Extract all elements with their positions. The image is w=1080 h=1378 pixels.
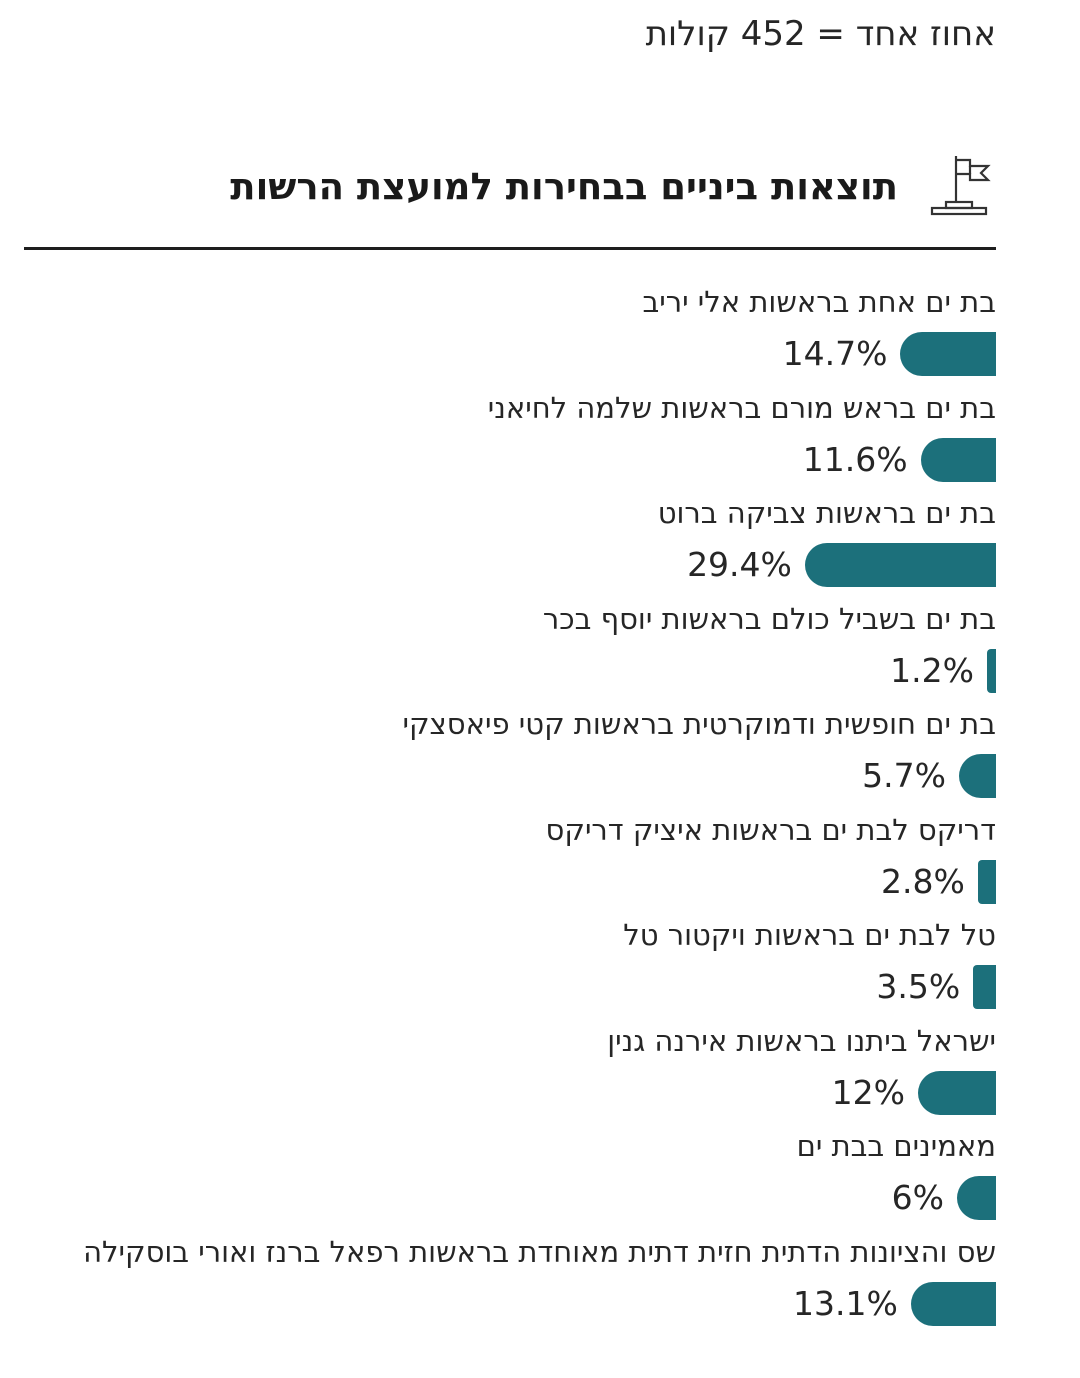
- result-bar: [910, 1281, 996, 1326]
- result-bar: [918, 1070, 996, 1115]
- chart-row: בת ים בראש מורם בראשות שלמה לחיאני 11.6%: [36, 388, 996, 494]
- result-bar: [804, 543, 996, 587]
- result-bar: [900, 332, 996, 376]
- party-label: שס והציונות הדתית חזית דתית מאוחדת בראשו…: [83, 1234, 996, 1269]
- percent-label: 29.4%: [687, 545, 792, 584]
- bar-line: 11.6%: [802, 437, 996, 482]
- bar-line: 12%: [831, 1070, 996, 1115]
- party-label: ישראל ביתנו בראשות אירנה גנין: [607, 1023, 996, 1058]
- bar-line: 6%: [892, 1176, 996, 1220]
- bar-line: 13.1%: [793, 1281, 996, 1326]
- chart-row: ישראל ביתנו בראשות אירנה גנין 12%: [36, 1021, 996, 1127]
- percent-label: 5.7%: [862, 756, 946, 795]
- percent-label: 13.1%: [793, 1283, 898, 1323]
- chart-row: דריקס לבת ים בראשות איציק דריקס 2.8%: [36, 810, 996, 916]
- percent-label: 14.7%: [782, 334, 888, 373]
- bar-line: 2.8%: [880, 859, 996, 904]
- percent-label: 3.5%: [876, 967, 961, 1006]
- percent-label: 1.2%: [890, 650, 974, 690]
- party-label: בת ים בשביל כולם בראשות יוסף בכר: [542, 601, 996, 636]
- results-bar-chart: בת ים אחת בראשות אלי יריב 14.7% בת ים בראש…: [36, 282, 996, 1337]
- percent-label: 6%: [891, 1178, 944, 1217]
- party-label: בת ים בראשות צביקה ברוט: [657, 496, 996, 530]
- bar-line: 1.2%: [890, 648, 996, 693]
- page-title: תוצאות ביניים בבחירות למועצת הרשות: [230, 165, 898, 208]
- bar-line: 3.5%: [876, 965, 996, 1009]
- chart-header: תוצאות ביניים בבחירות למועצת הרשות: [24, 150, 996, 230]
- chart-row: בת ים חופשית ודמוקרטית בראשות קטי פיאסצק…: [36, 704, 996, 810]
- header-divider: [24, 247, 996, 250]
- party-label: מאמינים בבת ים: [796, 1129, 996, 1163]
- party-label: בת ים בראש מורם בראשות שלמה לחיאני: [487, 390, 996, 425]
- chart-row: שס והציונות הדתית חזית דתית מאוחדת בראשו…: [36, 1232, 996, 1338]
- bar-line: 14.7%: [783, 332, 996, 376]
- chart-row: בת ים אחת בראשות אלי יריב 14.7%: [36, 282, 996, 388]
- chart-row: בת ים בשביל כולם בראשות יוסף בכר 1.2%: [36, 599, 996, 705]
- result-bar: [973, 965, 996, 1009]
- flag-podium-icon: [926, 150, 996, 220]
- percent-label: 12%: [831, 1072, 905, 1112]
- result-bar: [987, 648, 996, 693]
- chart-row: בת ים בראשות צביקה ברוט 29.4%: [36, 493, 996, 599]
- votes-per-percent-note: אחוז אחד = 452 קולות: [645, 14, 996, 54]
- result-bar: [958, 754, 996, 798]
- percent-label: 11.6%: [802, 439, 908, 479]
- party-label: בת ים חופשית ודמוקרטית בראשות קטי פיאסצק…: [402, 707, 997, 741]
- result-bar: [920, 437, 996, 482]
- chart-row: מאמינים בבת ים 6%: [36, 1126, 996, 1232]
- party-label: בת ים אחת בראשות אלי יריב: [642, 285, 996, 319]
- result-bar: [957, 1176, 996, 1220]
- party-label: דריקס לבת ים בראשות איציק דריקס: [545, 812, 996, 847]
- result-bar: [977, 859, 996, 904]
- party-label: טל לבת ים בראשות ויקטור טל: [623, 918, 996, 952]
- bar-line: 29.4%: [687, 543, 996, 587]
- chart-row: טל לבת ים בראשות ויקטור טל 3.5%: [36, 915, 996, 1021]
- bar-line: 5.7%: [862, 754, 996, 798]
- percent-label: 2.8%: [880, 861, 965, 901]
